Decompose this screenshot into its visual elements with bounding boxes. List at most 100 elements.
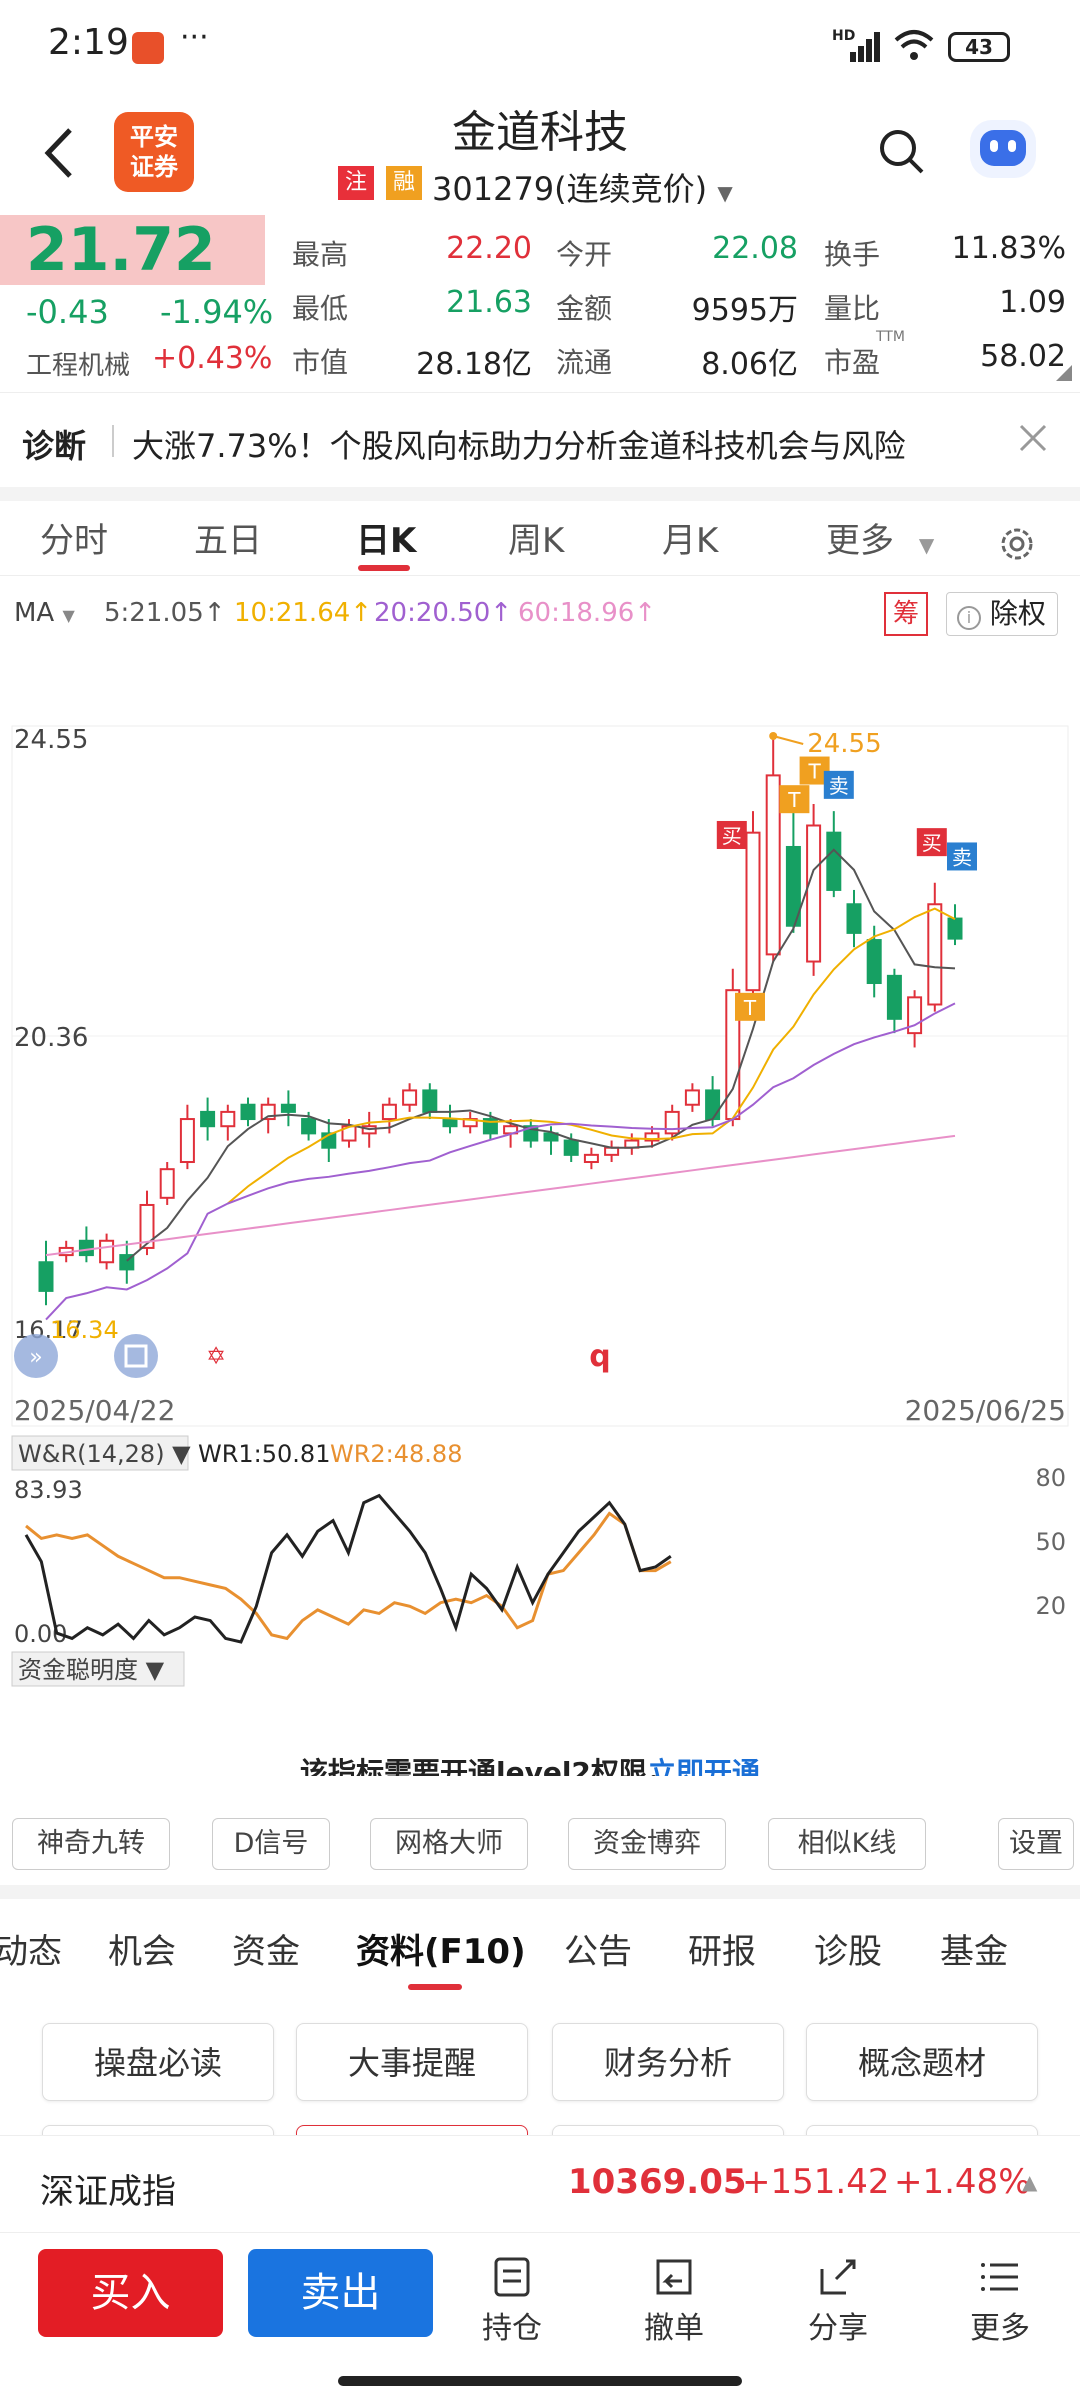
- info-icon: i: [957, 606, 981, 630]
- caret-up-icon[interactable]: ▲: [1022, 2170, 1038, 2194]
- diagnosis-text[interactable]: 大涨7.73%！个股风向标助力分析金道科技机会与风险: [132, 427, 906, 465]
- ftab-news[interactable]: 动态: [0, 1932, 62, 1972]
- tab-more[interactable]: 更多 ▼: [826, 521, 935, 561]
- value-amount: 9595万: [691, 293, 798, 328]
- gear-icon[interactable]: [996, 523, 1038, 565]
- mark-q: q: [589, 1339, 610, 1374]
- candle-body: [200, 1110, 216, 1128]
- f10-btn-row2[interactable]: [552, 2125, 784, 2135]
- toolbar-btn-magic-nine[interactable]: 神奇九转: [12, 1818, 170, 1870]
- candle-body: [866, 939, 882, 985]
- tab-daily-k[interactable]: 日K: [356, 521, 417, 561]
- label-turnover: 换手: [824, 238, 881, 271]
- label-low: 最低: [292, 292, 349, 325]
- f10-btn-must-read[interactable]: 操盘必读: [42, 2023, 274, 2101]
- candle-body: [886, 974, 902, 1020]
- index-change: +151.42: [742, 2162, 890, 2202]
- ftab-fund[interactable]: 基金: [940, 1932, 1008, 1972]
- ftab-f10[interactable]: 资料(F10): [356, 1932, 526, 1972]
- sector-name[interactable]: 工程机械: [26, 351, 131, 381]
- index-pct: +1.48%: [894, 2162, 1031, 2202]
- signal-t: T: [743, 996, 757, 1020]
- expand-corner-icon[interactable]: [1056, 365, 1072, 381]
- candle-body: [947, 917, 963, 940]
- tab-monthly-k[interactable]: 月K: [662, 521, 719, 561]
- stock-header: 平安 证券 金道科技 注 融 301279(连续竞价) ▼: [0, 90, 1080, 215]
- toolbar-btn-similar-k[interactable]: 相似K线: [768, 1818, 926, 1870]
- f10-btn-row2[interactable]: [806, 2125, 1038, 2135]
- value-mktcap: 28.18亿: [416, 347, 532, 382]
- value-turnover: 11.83%: [951, 231, 1066, 266]
- tag-registered: 注: [338, 166, 374, 200]
- f10-btn-financial[interactable]: 财务分析: [552, 2023, 784, 2101]
- candle-body: [240, 1103, 256, 1121]
- fund-selector-bg: [11, 1651, 185, 1687]
- more-button[interactable]: 更多: [950, 2255, 1050, 2347]
- candle-body: [563, 1139, 579, 1156]
- cancel-order-button[interactable]: 撤单: [624, 2255, 724, 2347]
- candle-body: [99, 1239, 115, 1264]
- ma10-line: [227, 907, 956, 1205]
- expand-left-button: [14, 1334, 58, 1378]
- buy-button[interactable]: 买入: [38, 2249, 223, 2337]
- wr-r50: 50: [1035, 1528, 1066, 1556]
- chips-button[interactable]: 筹: [884, 592, 928, 636]
- close-icon[interactable]: [1018, 423, 1048, 453]
- sell-button[interactable]: 卖出: [248, 2249, 433, 2337]
- fund-selector: 资金聪明度 ▼: [18, 1656, 165, 1684]
- axis-low-label: 16.34: [50, 1316, 119, 1344]
- period-tabs: 分时 五日 日K 周K 月K 更多 ▼: [0, 501, 1080, 576]
- ma10-value: 10:21.64↑: [234, 598, 373, 628]
- candle-body: [846, 903, 862, 934]
- axis-top-label: 24.55: [14, 725, 88, 755]
- ftab-diagnose[interactable]: 诊股: [814, 1932, 882, 1972]
- kline-chart-area[interactable]: MA ▼ 5:21.05↑ 10:21.64↑ 20:20.50↑ 60:18.…: [0, 576, 1080, 1796]
- tag-margin: 融: [386, 166, 422, 200]
- price-change-pct: -1.94%: [160, 293, 274, 331]
- index-ticker[interactable]: 深证成指 10369.05 +151.42 +1.48% ▲: [0, 2135, 1080, 2233]
- candle-body: [806, 824, 822, 963]
- price-panel-frame: [11, 725, 1069, 1427]
- stock-code-mode[interactable]: 301279(连续竞价) ▼: [432, 170, 733, 208]
- candle-body: [543, 1132, 559, 1142]
- ftab-announcement[interactable]: 公告: [564, 1932, 632, 1972]
- share-button[interactable]: 分享: [788, 2255, 888, 2347]
- tab-intraday[interactable]: 分时: [40, 521, 108, 561]
- back-arrow-icon[interactable]: [40, 126, 76, 180]
- search-icon[interactable]: [878, 128, 924, 174]
- toolbar-btn-d-signal[interactable]: D信号: [212, 1818, 330, 1870]
- ma20-line: [45, 1002, 956, 1321]
- wr2-value: WR2:48.88: [330, 1440, 462, 1468]
- ftab-opportunity[interactable]: 机会: [108, 1932, 176, 1972]
- toolbar-settings-button[interactable]: 设置: [998, 1818, 1074, 1870]
- double-chevron-icon: »: [29, 1345, 42, 1370]
- f10-btn-row2[interactable]: [42, 2125, 274, 2135]
- ftab-research[interactable]: 研报: [688, 1932, 756, 1972]
- tab-weekly-k[interactable]: 周K: [508, 521, 565, 561]
- candle-body: [745, 831, 761, 992]
- holdings-button[interactable]: 持仓: [462, 2255, 562, 2347]
- f10-btn-events[interactable]: 大事提醒: [296, 2023, 528, 2101]
- f10-btn-concept[interactable]: 概念题材: [806, 2023, 1038, 2101]
- signal-t: T: [787, 788, 801, 812]
- f10-btn-row2[interactable]: [296, 2125, 528, 2135]
- signal-buy: 买: [722, 824, 742, 848]
- ex-rights-button[interactable]: i 除权: [946, 592, 1058, 636]
- ma-selector[interactable]: MA ▼: [14, 598, 75, 628]
- label-float: 流通: [556, 346, 613, 379]
- toolbar-btn-fund-game[interactable]: 资金博弈: [568, 1818, 726, 1870]
- robot-assistant-icon[interactable]: [970, 120, 1036, 178]
- signal-sell-bg: [947, 842, 977, 871]
- tab-five-day[interactable]: 五日: [194, 521, 262, 561]
- wr-r20: 20: [1035, 1592, 1066, 1620]
- section-separator: [0, 1885, 1080, 1899]
- axis-mid-label: 20.36: [14, 1023, 88, 1053]
- toolbar-btn-grid-master[interactable]: 网格大师: [370, 1818, 528, 1870]
- value-volratio: 1.09: [999, 285, 1066, 320]
- index-name: 深证成指: [40, 2172, 176, 2212]
- ftab-funds[interactable]: 资金: [232, 1932, 300, 1972]
- diagnosis-banner[interactable]: 诊断 大涨7.73%！个股风向标助力分析金道科技机会与风险: [0, 392, 1080, 487]
- price-highlight: [0, 215, 265, 285]
- peak-leader: [772, 735, 804, 745]
